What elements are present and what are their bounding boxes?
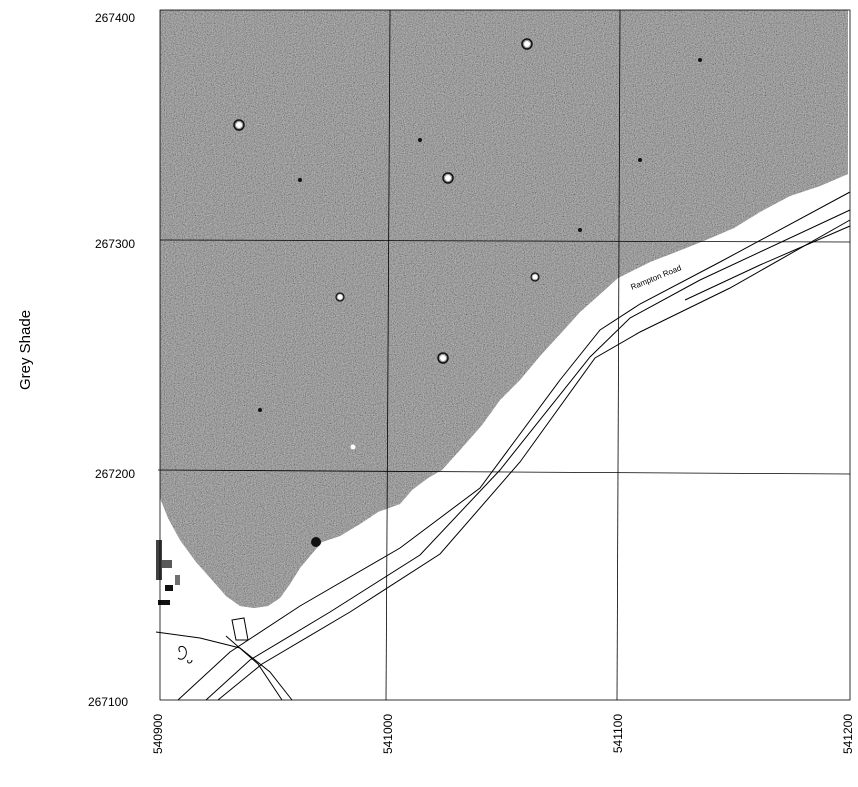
northing-label: 267200 (95, 467, 135, 481)
easting-label: 541200 (841, 714, 855, 754)
survey-raster (160, 10, 848, 608)
road-lines (155, 191, 851, 701)
side-title: Grey Shade (17, 310, 34, 390)
easting-label: 541000 (381, 714, 395, 754)
easting-label: 540900 (151, 714, 165, 754)
grid-lines (157, 9, 851, 701)
bottom-left-features (156, 540, 180, 605)
northing-label: 267300 (95, 237, 135, 251)
northing-label: 267400 (95, 11, 135, 25)
northing-axis: 267400 267300 267200 267100 (88, 11, 135, 709)
anomaly-markers (233, 38, 702, 547)
northing-label: 267100 (88, 695, 128, 709)
easting-axis: 540900 541000 541100 541200 (151, 714, 855, 754)
easting-label: 541100 (611, 714, 625, 753)
